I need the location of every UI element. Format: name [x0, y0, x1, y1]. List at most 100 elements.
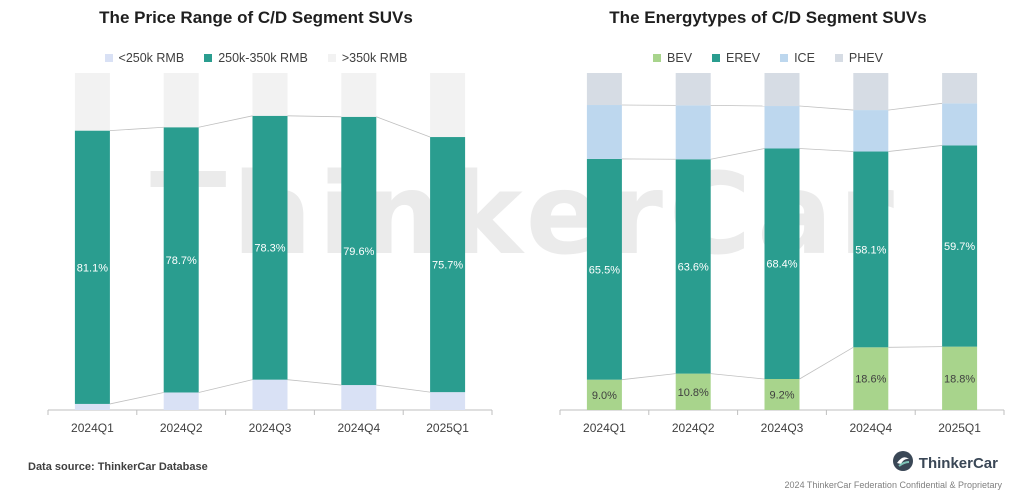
bar-segment	[942, 73, 978, 104]
bar-segment	[764, 106, 800, 149]
price-range-chart: The Price Range of C/D Segment SUVs <250…	[0, 0, 512, 450]
bar-segment	[341, 385, 377, 410]
bar-segment	[430, 137, 466, 393]
bar-segment	[675, 159, 711, 374]
bar-segment	[430, 392, 466, 410]
legend-swatch	[780, 54, 789, 62]
bar-segment	[853, 151, 889, 348]
energy-type-chart: The Energytypes of C/D Segment SUVs BEV …	[512, 0, 1024, 450]
data-source-note: Data source: ThinkerCar Database	[28, 461, 208, 473]
legend-label: 250k-350k RMB	[218, 51, 308, 65]
legend-item-erev: EREV	[712, 51, 760, 65]
legend-item-high: >350k RMB	[327, 51, 408, 65]
legend-item-low: <250k RMB	[104, 51, 185, 65]
series-connector	[888, 145, 943, 152]
data-label: 65.5%	[589, 264, 620, 276]
bar-segment	[163, 127, 199, 393]
chart-title: The Energytypes of C/D Segment SUVs	[609, 8, 927, 27]
bar-segment	[252, 115, 288, 380]
legend-label: ICE	[794, 51, 815, 65]
legend-label: BEV	[667, 51, 693, 65]
bar-segment	[252, 73, 288, 116]
x-tick-label: 2024Q2	[672, 421, 715, 435]
x-tick-label: 2024Q2	[160, 421, 203, 435]
x-tick-label: 2024Q1	[71, 421, 114, 435]
bar-segment	[586, 105, 622, 159]
bar-segment	[74, 403, 110, 410]
series-connector	[799, 346, 854, 380]
brand-name: ThinkerCar	[918, 455, 998, 472]
series-connector	[799, 148, 854, 152]
legend-label: EREV	[726, 51, 761, 65]
legend-swatch	[653, 54, 662, 62]
legend-swatch	[712, 54, 721, 62]
legend-item-bev: BEV	[653, 51, 692, 65]
x-tick-label: 2024Q1	[583, 421, 626, 435]
bar-segment	[942, 145, 978, 347]
bar-segment	[764, 148, 800, 379]
data-label: 10.8%	[678, 387, 709, 399]
legend-item-mid: 250k-350k RMB	[204, 51, 308, 65]
confidential-note: 2024 ThinkerCar Federation Confidential …	[784, 480, 1002, 490]
energy-type-plot: 9.0% 65.5% 2024Q1 10.8% 63.6% 2024Q2 9.2% 68.4%…	[559, 73, 1005, 435]
legend-label: <250k RMB	[118, 51, 185, 65]
data-label: 68.4%	[766, 259, 797, 271]
bar-segment	[163, 73, 199, 128]
chart-title: The Price Range of C/D Segment SUVs	[99, 8, 413, 27]
x-tick-label: 2025Q1	[426, 421, 469, 435]
bar-segment	[942, 346, 978, 410]
x-tick-label: 2024Q4	[337, 421, 380, 435]
legend-label: PHEV	[848, 51, 883, 65]
legend-swatch	[204, 54, 213, 62]
bar-segment	[252, 379, 288, 410]
series-connector	[621, 373, 676, 381]
bar-segment	[341, 116, 377, 386]
series-connector	[710, 104, 765, 107]
bar-segment	[163, 392, 199, 410]
data-label: 18.8%	[944, 373, 975, 385]
x-tick-label: 2025Q1	[938, 421, 981, 435]
legend-swatch	[104, 54, 113, 62]
brand-logo: ThinkerCar	[892, 450, 998, 477]
bar-segment	[586, 158, 622, 380]
bar-segment	[74, 73, 110, 131]
legend-swatch	[327, 54, 336, 62]
legend: BEV EREV ICE PHEV	[512, 51, 1024, 65]
data-label: 81.1%	[77, 262, 108, 274]
series-connector	[799, 105, 854, 111]
data-label: 9.2%	[769, 389, 794, 401]
bar-segment	[675, 373, 711, 410]
bar-segment	[942, 103, 978, 146]
data-label: 75.7%	[432, 260, 463, 272]
bar-segment	[675, 73, 711, 106]
bar-segment	[764, 73, 800, 107]
data-label: 9.0%	[592, 390, 617, 402]
data-label: 58.1%	[855, 244, 886, 256]
data-label: 78.7%	[166, 255, 197, 267]
series-connector	[198, 379, 253, 393]
legend-swatch	[834, 54, 843, 62]
data-label: 79.6%	[343, 246, 374, 258]
x-tick-label: 2024Q4	[849, 421, 892, 435]
bar-segment	[74, 130, 110, 404]
bar-segment	[341, 73, 377, 117]
bar-segment	[430, 73, 466, 138]
series-connector	[198, 115, 253, 128]
series-connector	[109, 392, 164, 405]
x-tick-label: 2024Q3	[761, 421, 804, 435]
series-connector	[287, 115, 342, 118]
data-label: 59.7%	[944, 241, 975, 253]
data-label: 63.6%	[678, 261, 709, 273]
legend-item-phev: PHEV	[834, 51, 883, 65]
x-tick-label: 2024Q3	[249, 421, 292, 435]
series-connector	[109, 126, 164, 132]
series-connector	[888, 346, 943, 348]
bar-segment	[586, 73, 622, 106]
data-label: 78.3%	[254, 243, 285, 255]
legend: <250k RMB 250k-350k RMB >350k RMB	[0, 51, 512, 65]
series-connector	[376, 116, 431, 138]
series-connector	[888, 102, 943, 111]
legend-label: >350k RMB	[341, 51, 408, 65]
legend-item-ice: ICE	[780, 51, 815, 65]
bar-segment	[764, 378, 800, 410]
